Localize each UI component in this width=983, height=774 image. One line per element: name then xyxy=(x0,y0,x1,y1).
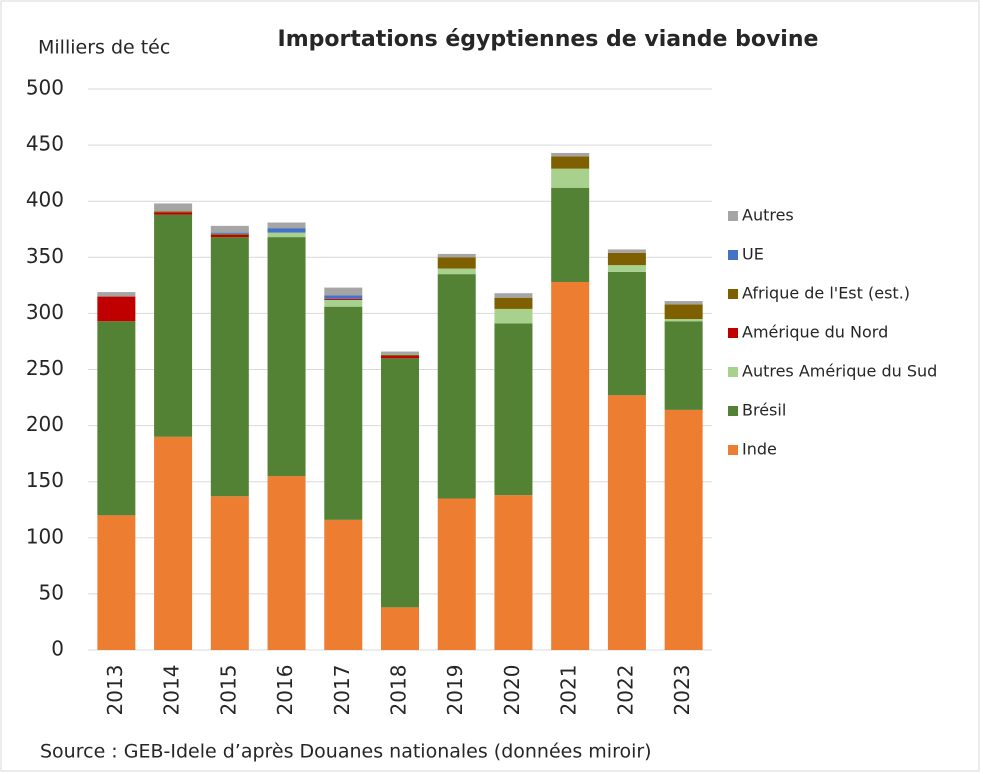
bar-segment xyxy=(267,232,306,238)
bar-segment xyxy=(324,287,363,296)
bar-segment xyxy=(551,168,590,188)
legend-label: Afrique de l'Est (est.) xyxy=(742,284,910,303)
bar-segment xyxy=(664,409,703,650)
bar-segment xyxy=(210,496,249,650)
y-tick-label: 400 xyxy=(26,188,64,212)
bar-segment xyxy=(97,292,136,297)
legend-swatch xyxy=(728,211,738,221)
legend-swatch xyxy=(728,445,738,455)
bar-segment xyxy=(607,252,646,266)
x-tick-label: 2021 xyxy=(557,665,581,716)
bar-segment xyxy=(494,308,533,324)
bar-segment xyxy=(437,498,476,650)
bar-segment xyxy=(381,607,419,650)
y-tick-label: 450 xyxy=(26,132,64,156)
bar-segment xyxy=(381,356,419,359)
bar-segment xyxy=(267,222,306,229)
bar-segment xyxy=(154,214,193,437)
bar-segment xyxy=(267,237,306,477)
bar-segment xyxy=(381,351,419,355)
bar-segment xyxy=(664,304,703,320)
source: Source : GEB-Idele d’après Douanes natio… xyxy=(40,741,652,763)
x-tick-label: 2017 xyxy=(330,665,354,716)
bar-segment xyxy=(324,298,363,300)
legend-swatch xyxy=(728,328,738,338)
bar-segment xyxy=(267,476,306,650)
bar-segment xyxy=(210,233,249,235)
bar-segment xyxy=(97,321,136,516)
legend-label: Autres Amérique du Sud xyxy=(742,362,937,381)
bar-segment xyxy=(324,299,363,307)
bar-segment xyxy=(210,234,249,238)
bar-segment xyxy=(494,495,533,650)
bar-segment xyxy=(437,268,476,275)
bar-segment xyxy=(154,436,193,650)
legend-label: UE xyxy=(742,245,764,264)
bar-segment xyxy=(607,271,646,396)
bar-segment xyxy=(154,212,193,215)
y-tick-label: 200 xyxy=(26,412,64,436)
chart-title: Importations égyptiennes de viande bovin… xyxy=(278,27,819,52)
y-tick-label: 50 xyxy=(39,580,64,604)
bar-segment xyxy=(664,301,703,305)
bar-segment xyxy=(210,232,249,234)
legend-label: Inde xyxy=(742,440,777,459)
x-tick-label: 2020 xyxy=(500,665,524,716)
bar-segment xyxy=(494,293,533,298)
y-axis-label: Milliers de téc xyxy=(38,37,170,59)
legend-label: Amérique du Nord xyxy=(742,323,888,342)
bar-segment xyxy=(324,306,363,520)
bar-segment xyxy=(664,321,703,410)
bar-segment xyxy=(437,253,476,258)
bar-segment xyxy=(267,228,306,233)
bar-segment xyxy=(381,358,419,608)
x-tick-label: 2018 xyxy=(387,665,411,716)
legend-swatch xyxy=(728,289,738,299)
legend-swatch xyxy=(728,406,738,416)
bar-segment xyxy=(324,519,363,650)
bar-segment xyxy=(551,156,590,169)
legend-label: Autres xyxy=(742,206,794,225)
bar-segment xyxy=(607,265,646,272)
x-tick-label: 2022 xyxy=(613,665,637,716)
bar-segment xyxy=(607,395,646,650)
bar-segment xyxy=(551,152,590,157)
bar-segment xyxy=(210,225,249,233)
bar-segment xyxy=(494,297,533,309)
bar-segment xyxy=(437,274,476,499)
y-tick-label: 350 xyxy=(26,244,64,268)
bar-segment xyxy=(437,257,476,269)
bar-segment xyxy=(551,281,590,650)
legend-swatch xyxy=(728,250,738,260)
bar-segment xyxy=(210,237,249,497)
y-tick-label: 150 xyxy=(26,468,64,492)
bar-segment xyxy=(551,187,590,282)
bar-segment xyxy=(494,323,533,496)
bar-segment xyxy=(664,319,703,322)
bar-segment xyxy=(607,249,646,253)
x-tick-label: 2015 xyxy=(216,665,240,716)
bar-segment xyxy=(324,295,363,299)
x-tick-label: 2023 xyxy=(670,665,694,716)
y-tick-label: 250 xyxy=(26,356,64,380)
x-tick-label: 2014 xyxy=(160,665,184,716)
x-tick-label: 2016 xyxy=(273,665,297,716)
bar-segment xyxy=(97,296,136,322)
bar-segment xyxy=(154,203,193,212)
bar-segment xyxy=(381,354,419,357)
y-tick-label: 300 xyxy=(26,300,64,324)
legend-label: Brésil xyxy=(742,401,786,420)
bar-segment xyxy=(97,515,136,650)
y-tick-label: 500 xyxy=(26,76,64,100)
y-tick-label: 0 xyxy=(51,637,64,661)
x-tick-label: 2019 xyxy=(443,665,467,716)
y-tick-label: 100 xyxy=(26,524,64,548)
legend-swatch xyxy=(728,367,738,377)
x-tick-label: 2013 xyxy=(103,665,127,716)
bar-segment xyxy=(154,211,193,213)
